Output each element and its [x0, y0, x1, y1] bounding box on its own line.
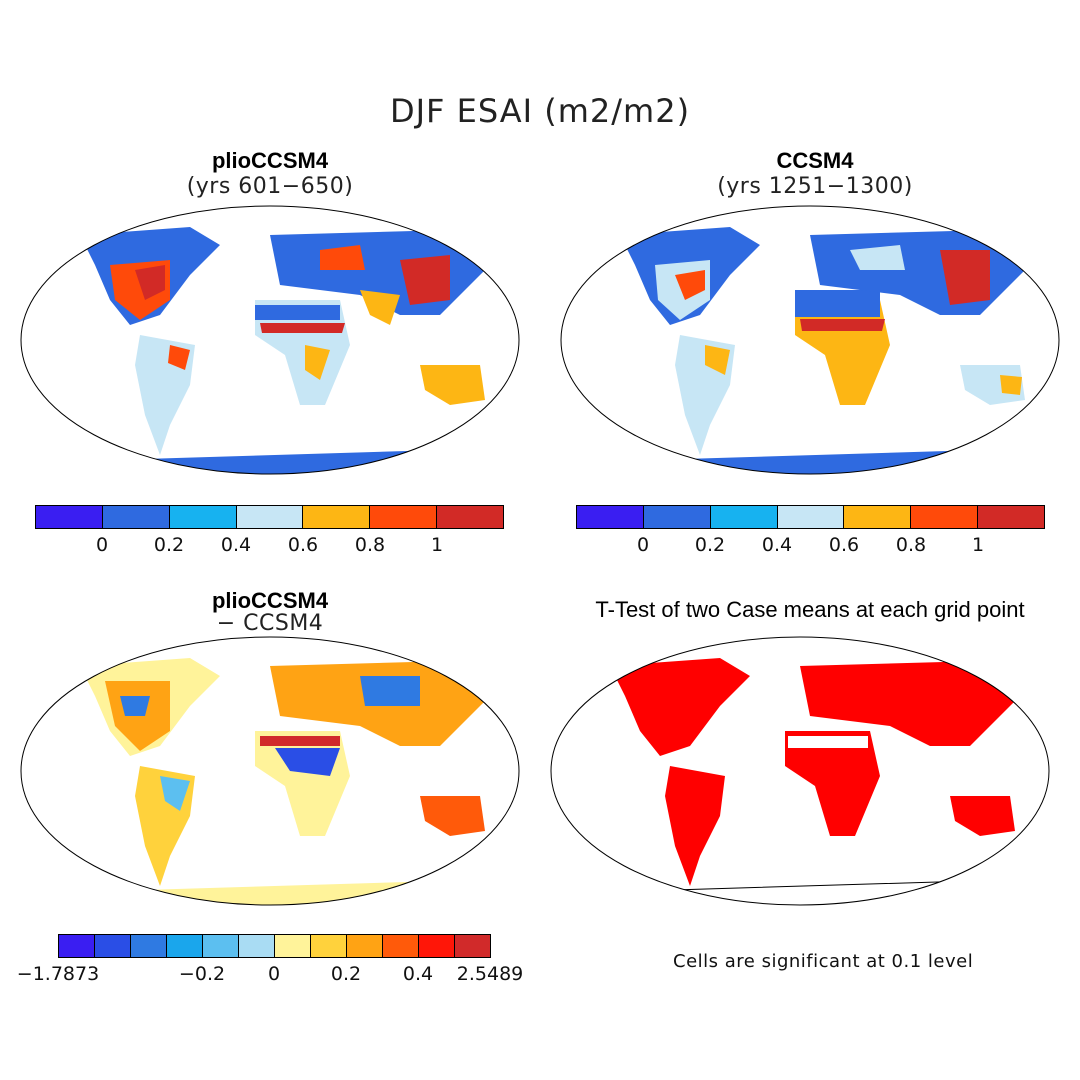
figure-title: DJF ESAI (m2/m2)	[389, 92, 691, 130]
colorbar-tick-label: 0.4	[761, 534, 793, 556]
panel2-subtitle: (yrs 1251−1300)	[717, 174, 913, 199]
colorbar-tick-label: 0	[267, 963, 281, 985]
colorbar-swatch	[777, 506, 845, 528]
colorbar-swatch	[95, 935, 131, 957]
colorbar-swatch	[239, 935, 275, 957]
colorbar-swatch	[236, 506, 304, 528]
colorbar-tick-label: 0.8	[895, 534, 927, 556]
colorbar-swatch	[167, 935, 203, 957]
colorbar-swatch	[437, 506, 504, 528]
colorbar-tick-label: 0.2	[153, 534, 185, 556]
colorbar-tick-label: −1.7873	[16, 963, 100, 985]
colorbar-tick-label: 0.4	[402, 963, 434, 985]
colorbar-swatch	[419, 935, 455, 957]
colorbar-swatch	[455, 935, 490, 957]
map-CCSM4	[560, 205, 1060, 475]
map-difference	[20, 636, 520, 906]
world-map-svg	[20, 205, 520, 475]
world-map-svg	[550, 636, 1050, 906]
colorbar-tick-label: 0	[636, 534, 650, 556]
colorbar-swatch	[911, 506, 979, 528]
colorbar-tick-label: 0.4	[220, 534, 252, 556]
colorbar-tick-label: 1	[971, 534, 985, 556]
panel4-title: T-Test of two Case means at each grid po…	[595, 597, 1025, 622]
colorbar-swatch	[311, 935, 347, 957]
colorbar-tick-label: 2.5489	[456, 963, 524, 985]
colorbar-swatch	[383, 935, 419, 957]
colorbar-tick-label: 1	[430, 534, 444, 556]
panel3-title: plioCCSM4	[211, 588, 329, 613]
panel1-subtitle: (yrs 601−650)	[186, 174, 354, 199]
panel1-title: plioCCSM4	[211, 148, 329, 173]
colorbar-swatch	[978, 506, 1045, 528]
colorbar-swatch	[643, 506, 711, 528]
colorbar-panel1	[35, 505, 504, 529]
colorbar-swatch	[710, 506, 778, 528]
colorbar-panel2	[576, 505, 1045, 529]
colorbar-tick-label: 0.2	[694, 534, 726, 556]
panel3-subtitle: − CCSM4	[216, 611, 324, 636]
colorbar-tick-label: 0.6	[287, 534, 319, 556]
colorbar-swatch	[275, 935, 311, 957]
colorbar-swatch	[59, 935, 95, 957]
world-map-svg	[560, 205, 1060, 475]
colorbar-tick-label: 0.8	[354, 534, 386, 556]
map-plioCCSM4	[20, 205, 520, 475]
colorbar-tick-label: 0.2	[330, 963, 362, 985]
colorbar-panel3	[58, 934, 491, 958]
world-map-svg	[20, 636, 520, 906]
colorbar-tick-label: 0	[95, 534, 109, 556]
colorbar-tick-label: 0.6	[828, 534, 860, 556]
colorbar-tick-label: −0.2	[178, 963, 226, 985]
colorbar-swatch	[577, 506, 644, 528]
colorbar-swatch	[203, 935, 239, 957]
colorbar-swatch	[303, 506, 371, 528]
colorbar-swatch	[370, 506, 438, 528]
map-ttest-significance	[550, 636, 1050, 906]
colorbar-swatch	[131, 935, 167, 957]
panel2-title: CCSM4	[776, 148, 854, 173]
colorbar-swatch	[102, 506, 170, 528]
colorbar-swatch	[169, 506, 237, 528]
colorbar-swatch	[844, 506, 912, 528]
significance-note: Cells are significant at 0.1 level	[673, 951, 974, 972]
colorbar-swatch	[36, 506, 103, 528]
colorbar-swatch	[347, 935, 383, 957]
